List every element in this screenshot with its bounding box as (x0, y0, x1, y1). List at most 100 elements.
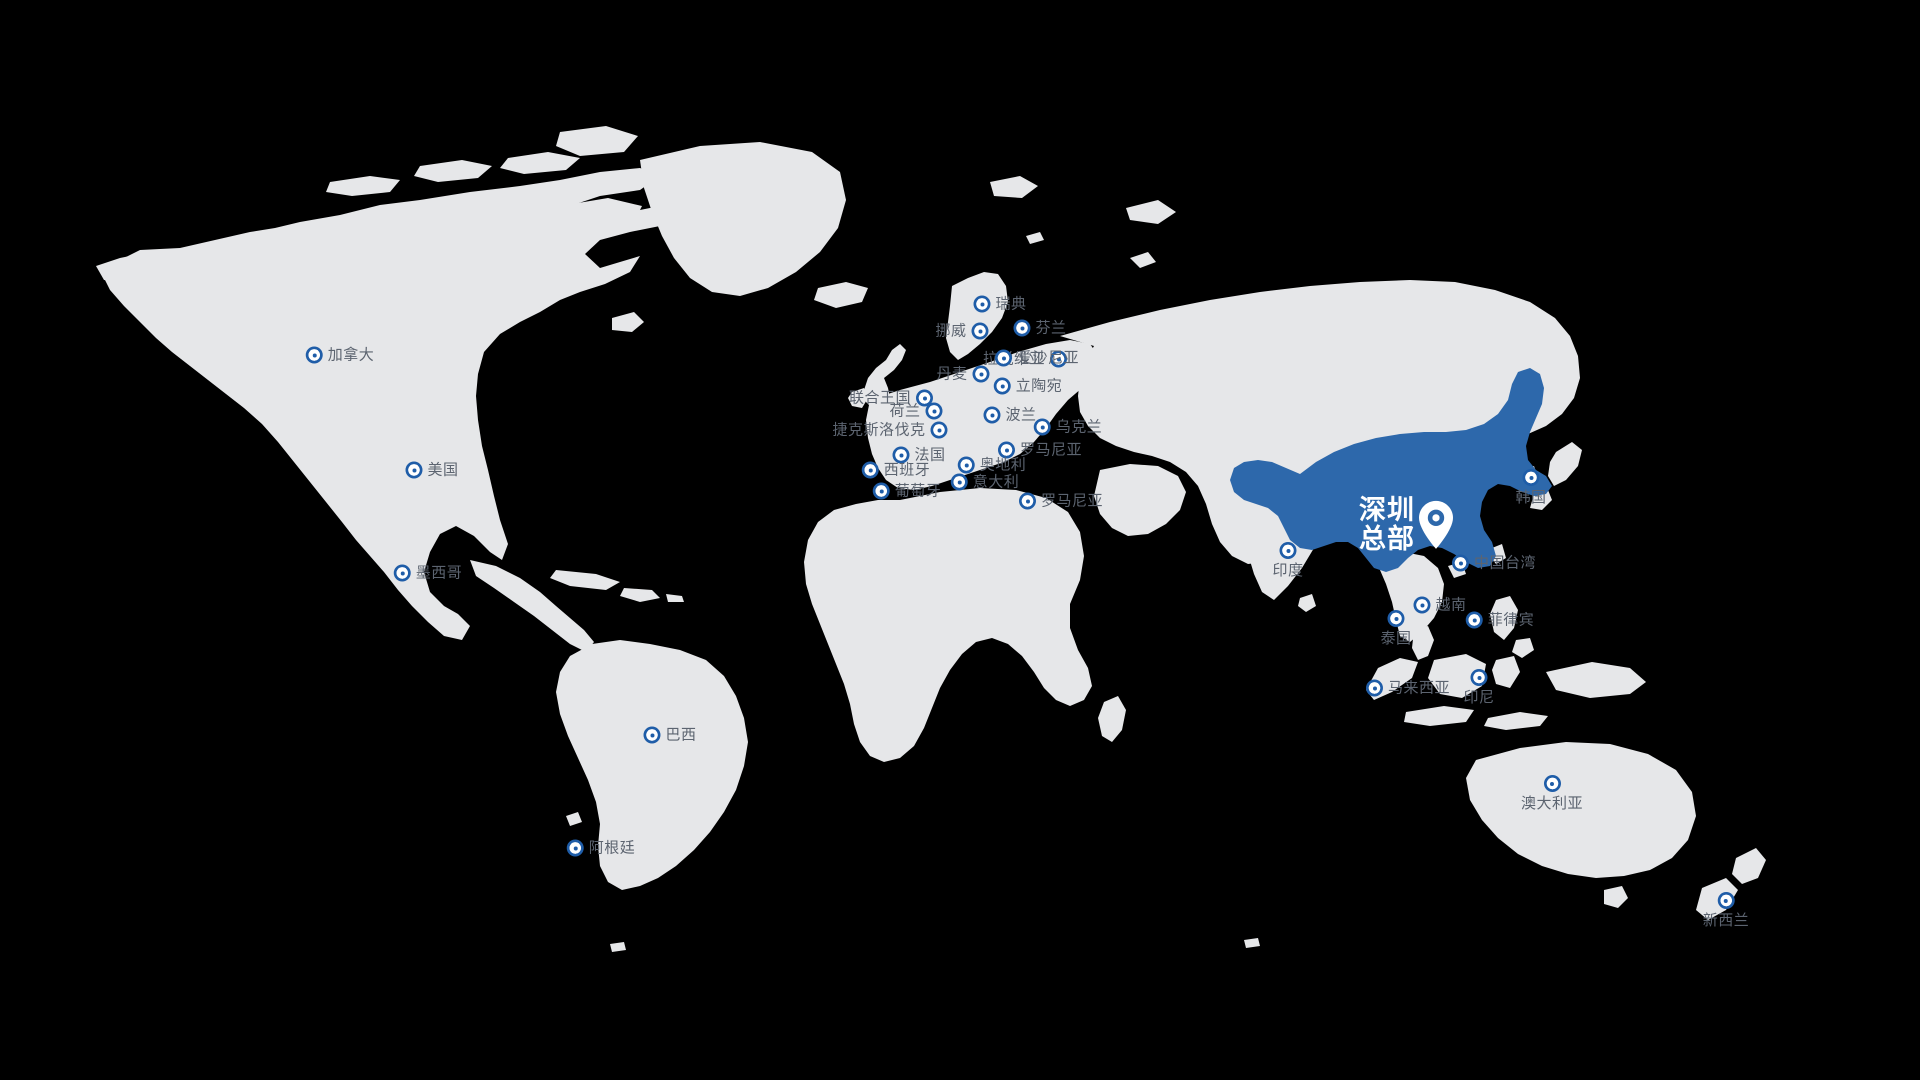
novaya-zemlya (1126, 200, 1176, 224)
svalbard (990, 176, 1038, 198)
hispaniola (620, 588, 660, 602)
map-marker[interactable]: 荷兰 (889, 402, 943, 420)
map-marker[interactable]: 联合王国 (849, 389, 934, 407)
location-pin-icon (971, 322, 989, 340)
map-marker[interactable]: 阿根廷 (566, 839, 636, 857)
location-pin-icon (1522, 469, 1540, 486)
island-speck-2 (610, 942, 626, 952)
location-pin-icon (997, 441, 1015, 459)
cuba (550, 570, 620, 590)
malay-peninsula (1412, 626, 1434, 660)
greenland (640, 142, 846, 296)
map-marker[interactable]: 美国 (405, 461, 458, 479)
location-pin-icon (1050, 350, 1068, 368)
map-marker[interactable]: 乌克兰 (1033, 418, 1103, 436)
map-marker[interactable]: 巴西 (643, 726, 696, 744)
alaska (96, 250, 190, 282)
australia (1466, 742, 1696, 878)
map-marker-label: 捷克斯洛伐克 (832, 421, 926, 439)
headquarters-label: 深圳 总部 (1359, 494, 1415, 554)
location-pin-icon (1013, 319, 1031, 337)
map-marker[interactable]: 泰国 (1380, 610, 1411, 646)
map-marker[interactable]: 捷克斯洛伐克 (832, 421, 948, 439)
map-marker[interactable]: 韩国 (1515, 469, 1546, 505)
arctic-islands (326, 176, 400, 196)
map-marker-label: 泰国 (1380, 630, 1412, 647)
map-marker[interactable]: 马来西亚 (1365, 679, 1450, 697)
location-pin-icon (1033, 418, 1051, 436)
map-marker-label: 印度 (1272, 562, 1304, 579)
tasmania (1604, 886, 1628, 908)
map-marker-label: 波兰 (1005, 406, 1037, 424)
map-marker[interactable]: 葡萄牙 (872, 482, 942, 500)
map-marker[interactable]: 波兰 (983, 406, 1037, 424)
map-marker-label: 加拿大 (327, 346, 375, 364)
location-pin-icon (643, 726, 661, 744)
map-marker[interactable]: 西班牙 (861, 461, 931, 479)
map-marker-label: 罗马尼亚 (1019, 441, 1083, 459)
location-pin-icon (405, 461, 423, 479)
location-pin-icon (872, 482, 890, 500)
map-marker-label: 新西兰 (1702, 912, 1750, 929)
new-guinea (1546, 662, 1646, 698)
map-marker[interactable]: 立陶宛 (993, 377, 1063, 395)
headquarters-marker[interactable]: 深圳 总部 (1359, 494, 1455, 554)
map-marker-label: 阿根廷 (588, 839, 636, 857)
map-marker[interactable]: 中国台湾 (1451, 554, 1536, 572)
map-marker[interactable]: 印尼 (1463, 669, 1494, 705)
map-marker[interactable]: 墨西哥 (393, 564, 463, 582)
new-zealand-north (1732, 848, 1766, 884)
location-pin-icon (1470, 669, 1488, 686)
map-marker-label: 荷兰 (889, 402, 921, 420)
map-marker[interactable]: 新西兰 (1703, 892, 1750, 928)
location-pin-icon (916, 389, 934, 407)
map-marker[interactable]: 挪威 (935, 322, 989, 340)
java (1404, 706, 1474, 726)
location-pin-icon (892, 446, 910, 464)
map-marker[interactable]: 罗马尼亚 (997, 441, 1083, 459)
map-marker-label: 印尼 (1463, 689, 1495, 706)
map-marker-label: 爱沙尼亚 (1016, 349, 1080, 367)
newfoundland (612, 312, 644, 332)
south-america (556, 640, 748, 890)
map-marker[interactable]: 意大利 (950, 473, 1020, 491)
map-pin-icon (1417, 500, 1455, 550)
island-speck-4 (1130, 252, 1156, 268)
indonesia-lesser (1484, 712, 1548, 730)
map-marker-label: 西班牙 (883, 461, 931, 479)
map-marker-label: 葡萄牙 (894, 482, 942, 500)
great-britain (864, 344, 906, 410)
map-marker[interactable]: 罗马尼亚 (1018, 492, 1104, 510)
map-marker[interactable]: 瑞典 (973, 295, 1026, 313)
map-marker[interactable]: 奥地利 (957, 456, 1027, 474)
map-marker-label: 罗马尼亚 (1040, 492, 1104, 510)
map-marker[interactable]: 澳大利亚 (1521, 775, 1583, 811)
location-pin-icon (950, 473, 968, 491)
map-marker-label: 丹麦 (936, 365, 968, 383)
location-pin-icon (566, 839, 584, 857)
north-america (100, 168, 700, 640)
victoria-island (392, 200, 472, 228)
location-pin-icon (973, 295, 991, 313)
location-pin-icon (930, 421, 948, 439)
map-marker[interactable]: 印度 (1272, 542, 1303, 578)
map-marker[interactable]: 法国 (892, 446, 946, 464)
map-marker[interactable]: 芬兰 (1013, 319, 1067, 337)
location-pin-icon (972, 365, 990, 383)
arctic-islands-3 (500, 152, 580, 174)
location-pin-icon (983, 406, 1001, 424)
map-marker-label: 芬兰 (1035, 319, 1067, 337)
location-pin-icon (925, 402, 943, 420)
map-marker[interactable]: 丹麦 (936, 365, 990, 383)
map-marker[interactable]: 爱沙尼亚 (994, 349, 1080, 367)
location-pin-icon (861, 461, 879, 479)
map-marker[interactable]: 越南 (1413, 596, 1466, 614)
map-marker[interactable]: 菲律宾 (1465, 611, 1535, 629)
map-marker-label: 立陶宛 (1015, 377, 1063, 395)
map-marker[interactable]: 加拿大 (305, 346, 375, 364)
headquarters-label-line1: 深圳 (1359, 494, 1415, 525)
arabian-peninsula (1094, 464, 1186, 536)
map-marker-label: 法国 (914, 446, 946, 464)
location-pin-icon (1451, 554, 1469, 572)
map-marker-label: 澳大利亚 (1520, 795, 1584, 812)
